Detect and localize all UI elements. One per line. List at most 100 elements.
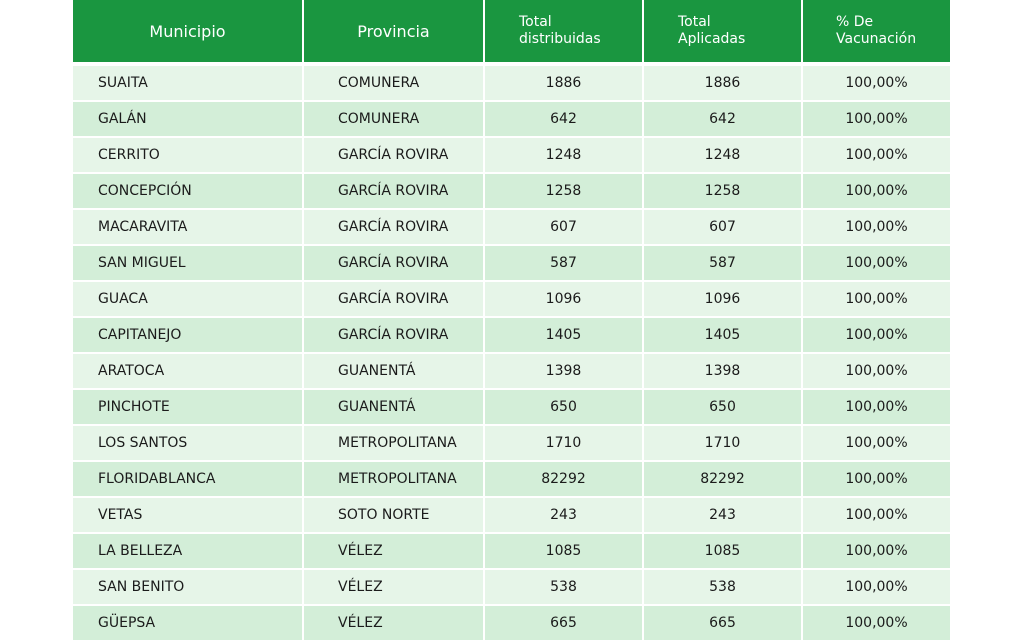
cell-total-aplicadas: 1886 (644, 66, 803, 100)
cell-municipio: SAN BENITO (73, 570, 304, 604)
cell-municipio: SAN MIGUEL (73, 246, 304, 280)
cell-municipio: CAPITANEJO (73, 318, 304, 352)
cell-total-distribuidas: 538 (485, 570, 644, 604)
cell-total-aplicadas: 243 (644, 498, 803, 532)
table-row: PINCHOTE GUANENTÁ 650 650 100,00% (73, 390, 950, 426)
table-row: LA BELLEZA VÉLEZ 1085 1085 100,00% (73, 534, 950, 570)
cell-pct-vacunacion: 100,00% (845, 111, 908, 127)
cell-total-distribuidas: 82292 (485, 462, 644, 496)
cell-total-aplicadas: 650 (644, 390, 803, 424)
cell-provincia: GARCÍA ROVIRA (304, 282, 485, 316)
cell-total-distribuidas: 607 (485, 210, 644, 244)
cell-municipio: GUACA (73, 282, 304, 316)
table-row: SUAITA COMUNERA 1886 1886 100,00% (73, 66, 950, 102)
cell-provincia: METROPOLITANA (304, 462, 485, 496)
table-row: ARATOCA GUANENTÁ 1398 1398 100,00% (73, 354, 950, 390)
cell-provincia: GARCÍA ROVIRA (304, 174, 485, 208)
cell-total-distribuidas: 642 (485, 102, 644, 136)
cell-municipio: LOS SANTOS (73, 426, 304, 460)
cell-total-aplicadas: 1405 (644, 318, 803, 352)
cell-pct-vacunacion: 100,00% (845, 327, 908, 343)
cell-provincia: GARCÍA ROVIRA (304, 210, 485, 244)
cell-total-aplicadas: 538 (644, 570, 803, 604)
cell-municipio: GALÁN (73, 102, 304, 136)
table-row: FLORIDABLANCA METROPOLITANA 82292 82292 100,… (73, 462, 950, 498)
cell-pct-vacunacion: 100,00% (845, 363, 908, 379)
cell-total-distribuidas: 1258 (485, 174, 644, 208)
cell-municipio: CERRITO (73, 138, 304, 172)
cell-provincia: GARCÍA ROVIRA (304, 138, 485, 172)
cell-total-aplicadas: 607 (644, 210, 803, 244)
cell-provincia: GARCÍA ROVIRA (304, 246, 485, 280)
cell-pct-vacunacion: 100,00% (845, 471, 908, 487)
table-row: MACARAVITA GARCÍA ROVIRA 607 607 100,00% (73, 210, 950, 246)
table-row: CERRITO GARCÍA ROVIRA 1248 1248 100,00% (73, 138, 950, 174)
table-row: VETAS SOTO NORTE 243 243 100,00% (73, 498, 950, 534)
cell-total-aplicadas: 82292 (644, 462, 803, 496)
cell-municipio: CONCEPCIÓN (73, 174, 304, 208)
cell-total-distribuidas: 665 (485, 606, 644, 640)
cell-total-distribuidas: 1405 (485, 318, 644, 352)
cell-pct-vacunacion: 100,00% (845, 75, 908, 91)
cell-provincia: VÉLEZ (304, 534, 485, 568)
cell-provincia: VÉLEZ (304, 570, 485, 604)
cell-pct-vacunacion: 100,00% (845, 219, 908, 235)
cell-provincia: METROPOLITANA (304, 426, 485, 460)
table-row: LOS SANTOS METROPOLITANA 1710 1710 100,00% (73, 426, 950, 462)
cell-municipio: GÜEPSA (73, 606, 304, 640)
cell-total-aplicadas: 642 (644, 102, 803, 136)
table-row: CONCEPCIÓN GARCÍA ROVIRA 1258 1258 100,00% (73, 174, 950, 210)
cell-municipio: ARATOCA (73, 354, 304, 388)
cell-pct-vacunacion: 100,00% (845, 291, 908, 307)
cell-total-distribuidas: 1085 (485, 534, 644, 568)
table-row: CAPITANEJO GARCÍA ROVIRA 1405 1405 100,00% (73, 318, 950, 354)
cell-provincia: COMUNERA (304, 102, 485, 136)
cell-total-distribuidas: 1710 (485, 426, 644, 460)
table-header: Municipio Provincia Total distribuidas T… (73, 0, 950, 66)
cell-municipio: SUAITA (73, 66, 304, 100)
cell-municipio: VETAS (73, 498, 304, 532)
header-municipio: Municipio (73, 0, 304, 62)
header-provincia: Provincia (304, 0, 485, 62)
cell-total-aplicadas: 665 (644, 606, 803, 640)
cell-provincia: SOTO NORTE (304, 498, 485, 532)
cell-pct-vacunacion: 100,00% (845, 435, 908, 451)
vaccination-table: Municipio Provincia Total distribuidas T… (73, 0, 950, 642)
cell-total-distribuidas: 650 (485, 390, 644, 424)
cell-total-distribuidas: 1398 (485, 354, 644, 388)
header-total-distribuidas: Total distribuidas (485, 0, 644, 62)
cell-pct-vacunacion: 100,00% (845, 183, 908, 199)
cell-provincia: GUANENTÁ (304, 390, 485, 424)
cell-pct-vacunacion: 100,00% (845, 147, 908, 163)
cell-provincia: VÉLEZ (304, 606, 485, 640)
cell-municipio: LA BELLEZA (73, 534, 304, 568)
cell-total-aplicadas: 1258 (644, 174, 803, 208)
cell-total-distribuidas: 1248 (485, 138, 644, 172)
table-row: SAN BENITO VÉLEZ 538 538 100,00% (73, 570, 950, 606)
cell-provincia: GUANENTÁ (304, 354, 485, 388)
header-pct-vacunacion: % De Vacunación (836, 14, 917, 47)
cell-total-distribuidas: 1886 (485, 66, 644, 100)
table-row: GUACA GARCÍA ROVIRA 1096 1096 100,00% (73, 282, 950, 318)
cell-total-aplicadas: 1398 (644, 354, 803, 388)
cell-total-distribuidas: 243 (485, 498, 644, 532)
cell-pct-vacunacion: 100,00% (845, 543, 908, 559)
table-body: SUAITA COMUNERA 1886 1886 100,00% GALÁN COMUNE… (73, 66, 950, 642)
table-row: GALÁN COMUNERA 642 642 100,00% (73, 102, 950, 138)
cell-pct-vacunacion: 100,00% (845, 615, 908, 631)
cell-total-aplicadas: 1085 (644, 534, 803, 568)
cell-municipio: PINCHOTE (73, 390, 304, 424)
cell-municipio: FLORIDABLANCA (73, 462, 304, 496)
cell-pct-vacunacion: 100,00% (845, 399, 908, 415)
cell-pct-vacunacion: 100,00% (845, 507, 908, 523)
table-row: GÜEPSA VÉLEZ 665 665 100,00% (73, 606, 950, 642)
table-row: SAN MIGUEL GARCÍA ROVIRA 587 587 100,00% (73, 246, 950, 282)
cell-provincia: GARCÍA ROVIRA (304, 318, 485, 352)
cell-pct-vacunacion: 100,00% (845, 255, 908, 271)
cell-total-aplicadas: 1710 (644, 426, 803, 460)
cell-provincia: COMUNERA (304, 66, 485, 100)
cell-total-aplicadas: 1096 (644, 282, 803, 316)
cell-total-distribuidas: 1096 (485, 282, 644, 316)
cell-total-distribuidas: 587 (485, 246, 644, 280)
header-total-aplicadas: Total Aplicadas (644, 0, 803, 62)
